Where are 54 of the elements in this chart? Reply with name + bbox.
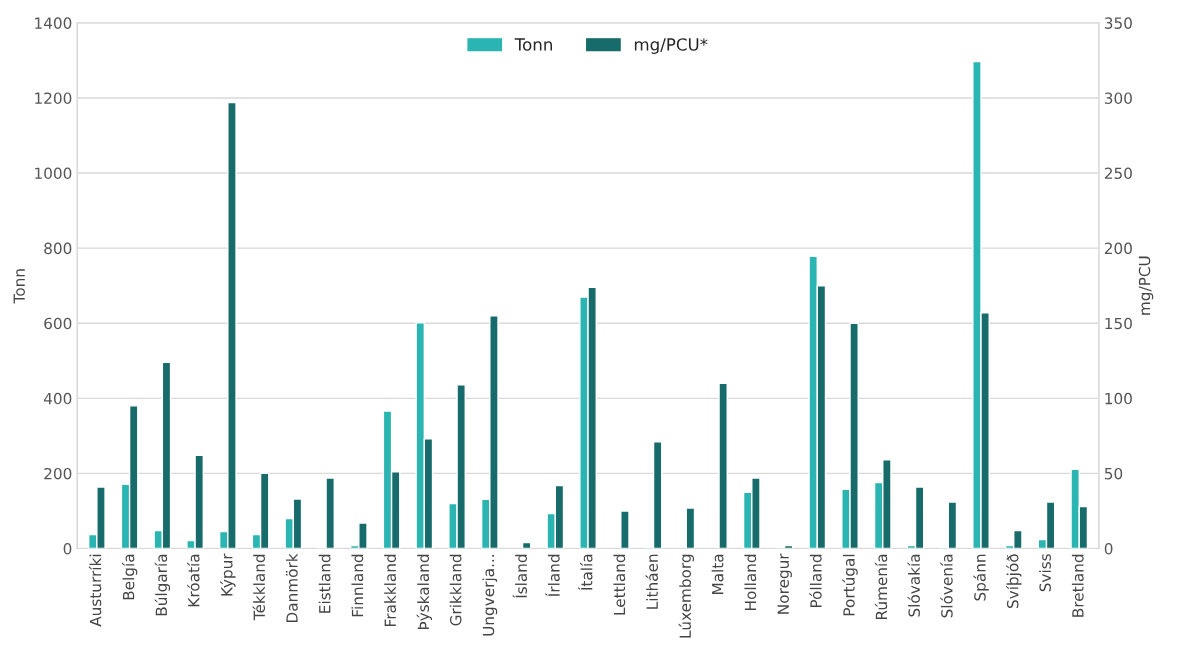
x-tick-label: Belgía (121, 554, 138, 600)
x-tick-label: Austurríki (88, 554, 102, 627)
x-tick-label: Eistland (318, 554, 331, 613)
y-tick-label: 1000 (35, 167, 72, 180)
x-tick-label: Lúxemborg (678, 554, 694, 638)
x-tick-label: Litháen (645, 554, 658, 609)
x-tick-label: Slóvakía (907, 554, 920, 617)
x-tick-label: Lettland (613, 554, 626, 615)
y2-tick-label: 250 (1104, 167, 1132, 180)
x-tick-label: Kýpur (220, 553, 236, 596)
x-tick-label: Malta (711, 554, 724, 595)
y-tick-label: 800 (44, 242, 72, 255)
x-tick-label: Finnland (351, 554, 364, 617)
bar (685, 507, 696, 549)
y-tick-label: 1200 (35, 92, 72, 104)
x-tick-label: Tékkland (252, 554, 266, 621)
y2-tick-label: 300 (1104, 92, 1132, 104)
y2-tick-label: 50 (1104, 467, 1123, 480)
y2-tick-label: 350 (1104, 17, 1132, 29)
y-tick-label: 1400 (35, 17, 72, 29)
y-tick-label: 200 (44, 467, 72, 480)
x-tick-label: Sviss (1039, 554, 1051, 592)
y2-tick-label: 200 (1104, 242, 1132, 255)
x-tick-label: Króatía (187, 554, 200, 607)
x-tick-label: Ungverja... (482, 555, 498, 636)
y2-tick-label: 0 (1104, 542, 1113, 555)
x-tick-label: Búlgaría (154, 554, 171, 616)
x-tick-label: Spánn (973, 554, 989, 601)
bar (718, 382, 728, 549)
x-tick-label: Grikkland (449, 554, 462, 626)
x-tick-label: Rúmenía (874, 554, 888, 620)
x-tick-label: Holland (744, 554, 757, 610)
x-tick-label: Pólland (809, 554, 822, 608)
x-tick-label: Ísland (512, 554, 527, 598)
x-tick-label: Írland (545, 554, 560, 596)
x-tick-label: Noregur (777, 553, 792, 614)
x-tick-label: Frakkland (384, 554, 397, 626)
legend-label: mg/PCU* (634, 38, 708, 54)
x-tick-label: Ítalía (578, 554, 593, 590)
y-tick-label: 0 (63, 542, 72, 555)
x-tick-label: Danmörk (285, 553, 298, 623)
y2-axis-title: mg/PCU (1138, 256, 1154, 315)
y-tick-label: 600 (44, 317, 72, 330)
bar (620, 510, 630, 549)
x-tick-label: Þýskaland (416, 554, 433, 630)
x-tick-label: Slóvenía (940, 554, 953, 618)
y2-tick-label: 150 (1105, 317, 1132, 330)
x-tick-label: Bretland (1071, 554, 1084, 617)
x-tick-label: Portúgal (842, 554, 858, 616)
y-tick-label: 400 (43, 392, 72, 405)
x-tick-label: Svíþjóð (1006, 554, 1022, 608)
y2-tick-label: 100 (1105, 392, 1132, 405)
y-axis-title: Tonn (13, 269, 25, 304)
legend-label: Tonn (514, 38, 552, 51)
